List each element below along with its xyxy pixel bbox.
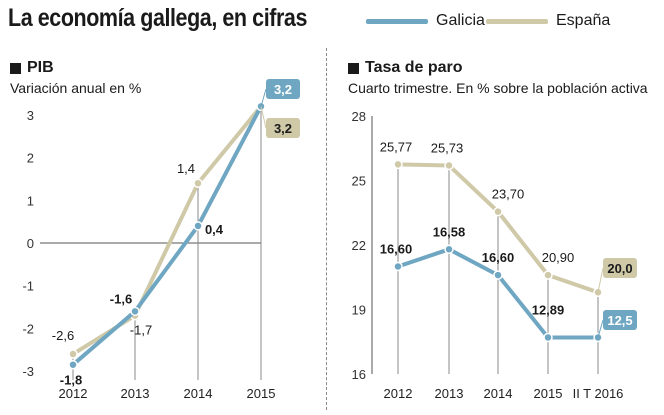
data-point	[68, 359, 78, 370]
data-label-box	[266, 79, 300, 99]
data-point	[543, 270, 553, 280]
legend-label-espana: España	[556, 12, 611, 29]
y-tick-label: 2	[27, 151, 34, 166]
y-tick-label: -3	[22, 364, 34, 379]
y-tick-label: 25	[352, 174, 366, 189]
data-label-leader	[260, 106, 267, 129]
data-label: 25,73	[431, 140, 464, 155]
data-label: 23,70	[492, 187, 525, 202]
x-tick-label: 2013	[121, 386, 150, 401]
data-label: 20,90	[542, 250, 575, 265]
data-label-leader	[597, 267, 604, 293]
series-line-espana	[71, 104, 263, 357]
square-bullet-icon	[348, 62, 359, 74]
data-point	[193, 178, 203, 188]
pib-subtitle: Variación anual en %	[10, 80, 142, 96]
data-point	[493, 270, 503, 280]
y-tick-label: 1	[27, 193, 34, 208]
data-point	[68, 349, 78, 359]
square-bullet-icon	[10, 62, 21, 74]
data-label: -1,6	[110, 291, 132, 306]
panel-divider	[326, 48, 327, 410]
series-line-galicia	[71, 104, 263, 367]
data-label: -1,7	[130, 323, 152, 338]
legend-label-galicia: Galicia	[436, 12, 485, 29]
y-tick-label: 28	[352, 109, 366, 124]
data-point	[444, 244, 454, 255]
x-tick-label: 2013	[435, 386, 464, 401]
x-tick-label: II T 2016	[573, 386, 624, 401]
y-tick-label: 16	[352, 367, 366, 382]
legend-item-galicia: Galicia	[366, 11, 485, 31]
x-tick-label: 2015	[534, 386, 563, 401]
paro-title-text: Tasa de paro	[365, 59, 463, 76]
data-label: 3,2	[274, 121, 292, 136]
y-tick-label: 22	[352, 238, 366, 253]
data-label: -2,6	[52, 328, 74, 343]
pib-title-text: PIB	[27, 59, 54, 76]
y-tick-label: 3	[27, 108, 34, 123]
x-tick-label: 2012	[384, 386, 413, 401]
y-tick-label: 19	[352, 303, 366, 318]
x-tick-label: 2012	[59, 386, 88, 401]
data-label: 12,89	[532, 302, 565, 317]
x-tick-label: 2014	[484, 386, 513, 401]
data-label: 3,2	[274, 82, 292, 97]
data-label: -1,8	[60, 373, 82, 388]
data-label: 20,0	[607, 261, 632, 276]
data-label-leader	[597, 319, 604, 338]
data-label-box	[603, 310, 637, 330]
data-point	[444, 160, 454, 171]
y-tick-label: 0	[27, 236, 34, 251]
pib-panel-title: PIB	[10, 59, 54, 77]
data-point	[130, 306, 140, 317]
data-label: 1,4	[177, 161, 195, 176]
data-label: 25,77	[380, 139, 413, 154]
data-point	[393, 159, 403, 170]
data-label: 12,5	[607, 313, 632, 328]
page-title: La economía gallega, en cifras	[8, 4, 307, 32]
data-label: 0,4	[205, 222, 224, 237]
data-label: 16,58	[433, 224, 466, 239]
paro-subtitle: Cuarto trimestre. En % sobre la població…	[348, 80, 648, 96]
y-tick-label: -1	[22, 279, 34, 294]
data-label-leader	[260, 88, 267, 107]
data-point	[543, 332, 553, 343]
legend-swatch-galicia	[366, 18, 428, 24]
data-point	[193, 221, 203, 231]
legend-swatch-espana	[486, 18, 548, 24]
data-label-box	[266, 118, 300, 138]
data-label: 16,60	[482, 250, 515, 265]
y-tick-label: -2	[22, 321, 34, 336]
legend-item-espana: España	[486, 11, 610, 31]
data-label: 16,60	[380, 242, 413, 257]
data-point	[393, 261, 403, 272]
x-tick-label: 2015	[247, 386, 276, 401]
data-point	[493, 206, 503, 217]
data-label-box	[603, 258, 637, 278]
x-tick-label: 2014	[184, 386, 213, 401]
paro-panel-title: Tasa de paro	[348, 59, 463, 77]
